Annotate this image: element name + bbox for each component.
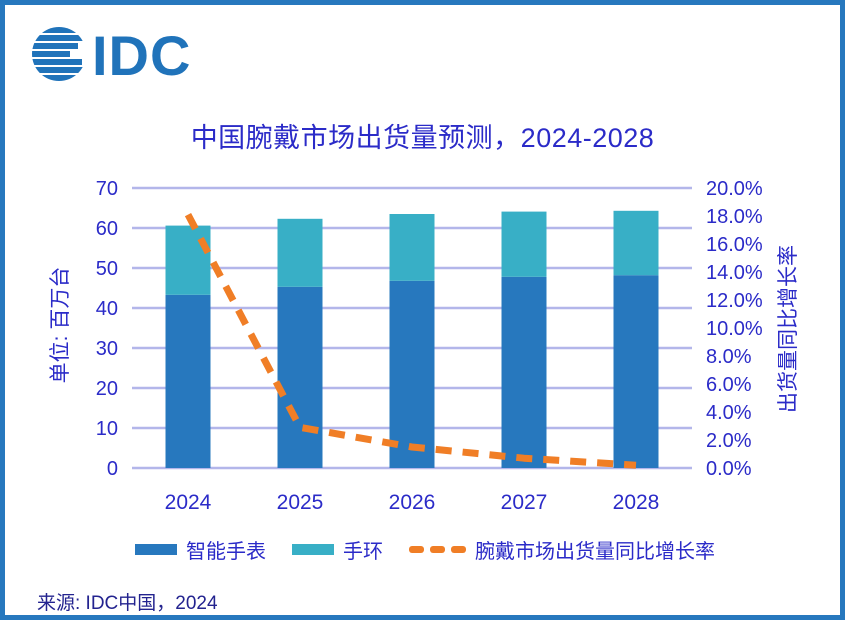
x-axis-year-label: 2025 [277, 491, 324, 514]
legend-item-smartwatch: 智能手表 [135, 535, 266, 564]
legend-label: 腕戴市场出货量同比增长率 [475, 541, 715, 563]
legend-item-growth-line: 腕戴市场出货量同比增长率 [409, 535, 715, 564]
x-axis-year-label: 2024 [165, 491, 212, 514]
right-axis-tick-label: 10.0% [706, 318, 763, 340]
legend-label: 智能手表 [186, 541, 266, 563]
right-axis-tick-label: 20.0% [706, 178, 763, 200]
legend-label: 手环 [343, 541, 383, 563]
idc-logo-text: IDC [92, 25, 191, 83]
right-axis-tick-label: 4.0% [706, 402, 752, 424]
x-axis-year-label: 2028 [613, 491, 660, 514]
right-axis-tick-label: 2.0% [706, 430, 752, 452]
x-axis-year-label: 2026 [389, 491, 436, 514]
bar-band [389, 214, 435, 281]
bar-smartwatch [501, 276, 547, 468]
right-axis-tick-label: 18.0% [706, 206, 763, 228]
bar-smartwatch [165, 294, 211, 468]
idc-logo: IDC [32, 24, 202, 88]
left-axis-tick-label: 30 [96, 338, 118, 360]
left-axis-tick-label: 0 [107, 458, 118, 480]
smartwatch-swatch-icon [135, 544, 177, 555]
bar-smartwatch [277, 286, 323, 468]
bar-band [277, 218, 323, 287]
right-axis-tick-label: 6.0% [706, 374, 752, 396]
left-axis-tick-label: 70 [96, 178, 118, 200]
bar-band [501, 211, 547, 277]
right-axis-tick-label: 12.0% [706, 290, 763, 312]
left-axis-tick-label: 10 [96, 418, 118, 440]
plot-area: 70 60 50 40 30 20 10 0 20.0% 18.0% 16.0% 14.0% 12.0%… [96, 178, 763, 514]
x-axis-year-label: 2027 [501, 491, 548, 514]
left-axis-tick-label: 20 [96, 378, 118, 400]
legend-item-band: 手环 [292, 535, 383, 564]
left-axis-tick-label: 50 [96, 258, 118, 280]
growth-rate-line [184, 212, 637, 469]
chart-title: 中国腕戴市场出货量预测，2024-2028 [190, 123, 655, 153]
globe-stripes-icon [32, 27, 86, 81]
band-swatch-icon [292, 544, 334, 555]
dashed-line-icon [409, 546, 466, 553]
source-note: 来源: IDC中国，2024 [37, 593, 218, 614]
left-axis-tick-label: 60 [96, 218, 118, 240]
right-axis-tick-label: 14.0% [706, 262, 763, 284]
bar-band [165, 225, 211, 295]
left-axis-tick-label: 40 [96, 298, 118, 320]
bar-smartwatch [389, 280, 435, 468]
legend: 智能手表 手环 腕戴市场出货量同比增长率 [135, 535, 715, 564]
right-axis-tick-label: 0.0% [706, 458, 752, 480]
right-axis-tick-label: 16.0% [706, 234, 763, 256]
bar-smartwatch [613, 275, 659, 468]
bar-band [613, 210, 659, 276]
right-axis-tick-label: 8.0% [706, 346, 752, 368]
idc-logo-graphic: IDC [32, 24, 191, 87]
